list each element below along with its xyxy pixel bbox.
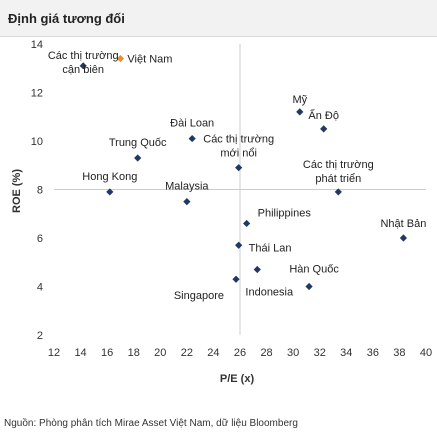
point-label: Hàn Quốc <box>289 264 339 276</box>
x-tick-label: 38 <box>393 347 405 359</box>
point-label: Nhật Bản <box>380 218 426 230</box>
x-tick-label: 34 <box>340 347 352 359</box>
point-label: Indonesia <box>245 287 294 299</box>
data-point <box>296 108 304 116</box>
title-bar: Định giá tương đối <box>0 0 437 36</box>
x-tick-label: 32 <box>314 347 326 359</box>
x-tick-label: 20 <box>154 347 166 359</box>
x-tick-label: 36 <box>367 347 379 359</box>
point-label: Trung Quốc <box>109 137 167 149</box>
point-label: Hong Kong <box>82 171 137 183</box>
point-label: Thái Lan <box>249 242 292 254</box>
x-tick-label: 30 <box>287 347 299 359</box>
scatter-chart: 12 14 16 18 20 22 24 26 28 30 32 34 36 38 402468101214… <box>11 39 432 385</box>
data-point <box>320 125 328 133</box>
data-point <box>305 282 313 291</box>
x-tick-label: 28 <box>260 347 272 359</box>
title-divider <box>0 36 437 37</box>
point-label: Philippines <box>258 207 312 219</box>
y-tick-label: 8 <box>37 185 43 197</box>
source-note: Nguồn: Phòng phân tích Mirae Asset Việt … <box>4 418 298 429</box>
x-axis-label: P/E (x) <box>220 373 255 385</box>
point-label: Malaysia <box>165 181 209 193</box>
point-label: Các thị trường mới nổi <box>203 134 274 160</box>
point-label: Đài Loan <box>170 118 214 130</box>
y-tick-label: 6 <box>37 233 43 245</box>
data-point <box>134 154 142 162</box>
y-tick-label: 4 <box>37 282 43 294</box>
y-axis-label: ROE (%) <box>11 169 23 213</box>
point-label: Singapore <box>174 290 224 302</box>
y-tick-label: 14 <box>31 39 43 51</box>
x-tick-label: 40 <box>420 347 432 359</box>
data-point <box>79 62 87 70</box>
point-label: Việt Nam <box>127 54 172 66</box>
x-tick-label: 26 <box>234 347 246 359</box>
y-tick-label: 2 <box>37 330 43 342</box>
point-label: Ấn Độ <box>308 109 339 122</box>
data-point <box>235 164 243 172</box>
x-tick-label: 16 <box>101 347 113 359</box>
point-label: Các thị trường phát triển <box>303 159 374 185</box>
data-point <box>106 188 114 196</box>
data-point <box>235 241 243 249</box>
chart-title: Định giá tương đối <box>8 11 125 26</box>
x-tick-label: 14 <box>74 347 86 359</box>
data-point <box>183 198 191 206</box>
data-point <box>253 265 261 274</box>
x-tick-label: 22 <box>181 347 193 359</box>
data-point <box>188 134 196 143</box>
y-tick-label: 12 <box>31 88 43 100</box>
point-label: Các thị trường cận biên <box>48 50 119 76</box>
data-point <box>232 275 240 283</box>
x-tick-label: 12 <box>48 347 60 359</box>
data-point <box>334 188 342 196</box>
x-tick-label: 24 <box>207 347 219 359</box>
point-label: Mỹ <box>292 94 307 106</box>
data-point <box>116 54 125 63</box>
x-tick-label: 18 <box>128 347 140 359</box>
data-point <box>399 234 408 242</box>
y-tick-label: 10 <box>31 136 43 148</box>
data-point <box>243 219 251 228</box>
